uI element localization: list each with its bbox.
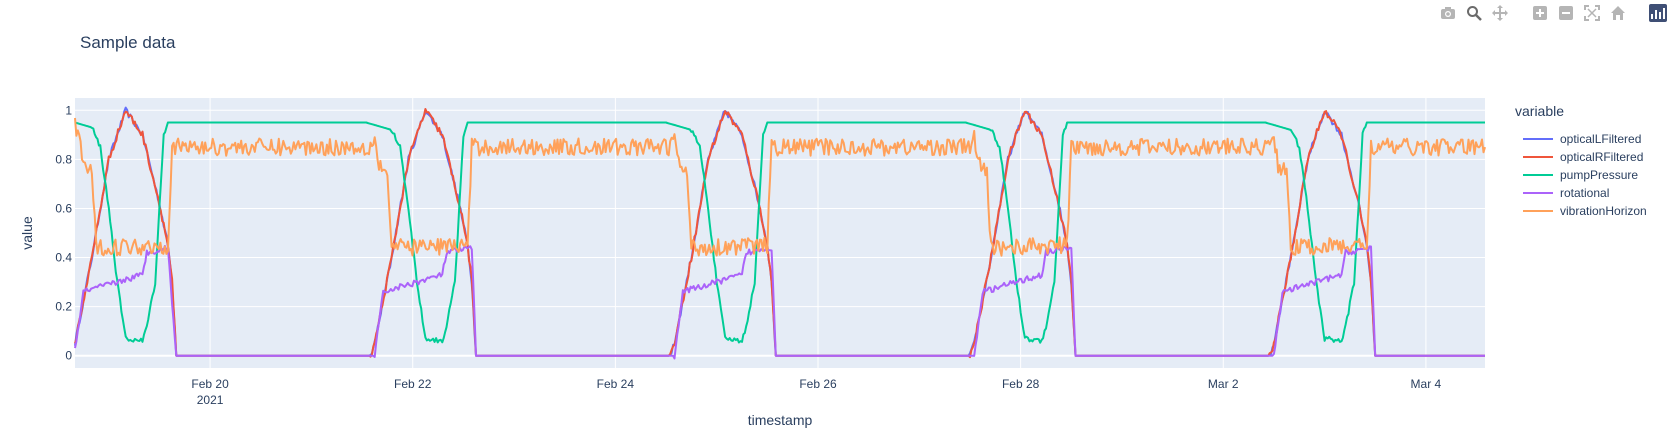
zoom-in-icon[interactable] — [1531, 4, 1549, 22]
zoom-out-icon[interactable] — [1557, 4, 1575, 22]
y-tick-label: 0.2 — [55, 300, 72, 314]
legend-item-pumpPressure[interactable]: pumpPressure — [1523, 168, 1638, 182]
x-tick-label: Mar 4 — [1411, 377, 1442, 391]
series-lines — [74, 106, 1486, 360]
y-tick-label: 0.4 — [55, 251, 72, 265]
y-tick-label: 0.8 — [55, 152, 72, 166]
legend-title: variable — [1515, 103, 1564, 119]
legend-item-rotational[interactable]: rotational — [1523, 186, 1609, 200]
legend-label: vibrationHorizon — [1560, 204, 1647, 218]
autoscale-icon[interactable] — [1583, 4, 1601, 22]
x-tick-label: Mar 2 — [1208, 377, 1239, 391]
modebar — [1439, 2, 1667, 24]
pan-icon[interactable] — [1491, 4, 1509, 22]
zoom-icon[interactable] — [1465, 4, 1483, 22]
y-tick-label: 1 — [65, 103, 72, 117]
x-tick-label: Feb 22 — [394, 377, 432, 391]
y-tick-label: 0 — [65, 349, 72, 363]
chart-title: Sample data — [80, 33, 176, 52]
x-tick-label: Feb 24 — [597, 377, 635, 391]
x-axis-label: timestamp — [748, 412, 813, 428]
x-tick-label: Feb 26 — [799, 377, 837, 391]
legend-label: opticalLFiltered — [1560, 132, 1641, 146]
y-axis-label: value — [19, 216, 35, 250]
plotly-logo-icon[interactable] — [1649, 4, 1667, 22]
x-tick-label: Feb 20 — [191, 377, 229, 391]
x-tick-labels: Feb 20 2021 Feb 22 Feb 24 Feb 26 Feb 28 Mar 2 M… — [191, 377, 1441, 407]
series-line-pumpPressure — [74, 121, 1485, 344]
y-tick-label: 0.6 — [55, 201, 72, 215]
legend[interactable]: opticalLFiltered opticalRFiltered pumpPres… — [1523, 132, 1647, 218]
x-tick-sublabel: 2021 — [197, 393, 224, 407]
legend-label: pumpPressure — [1560, 168, 1638, 182]
legend-item-opticalRFiltered[interactable]: opticalRFiltered — [1523, 150, 1643, 164]
legend-label: opticalRFiltered — [1560, 150, 1643, 164]
legend-item-opticalLFiltered[interactable]: opticalLFiltered — [1523, 132, 1641, 146]
plot-area[interactable] — [75, 98, 1485, 368]
series-line-vibrationHorizon — [74, 117, 1486, 257]
x-tick-label: Feb 28 — [1002, 377, 1040, 391]
legend-label: rotational — [1560, 186, 1609, 200]
home-icon[interactable] — [1609, 4, 1627, 22]
camera-icon[interactable] — [1439, 4, 1457, 22]
legend-item-vibrationHorizon[interactable]: vibrationHorizon — [1523, 204, 1647, 218]
series-line-rotational — [74, 245, 1485, 360]
y-tick-labels: 0 0.2 0.4 0.6 0.8 1 — [55, 103, 72, 362]
